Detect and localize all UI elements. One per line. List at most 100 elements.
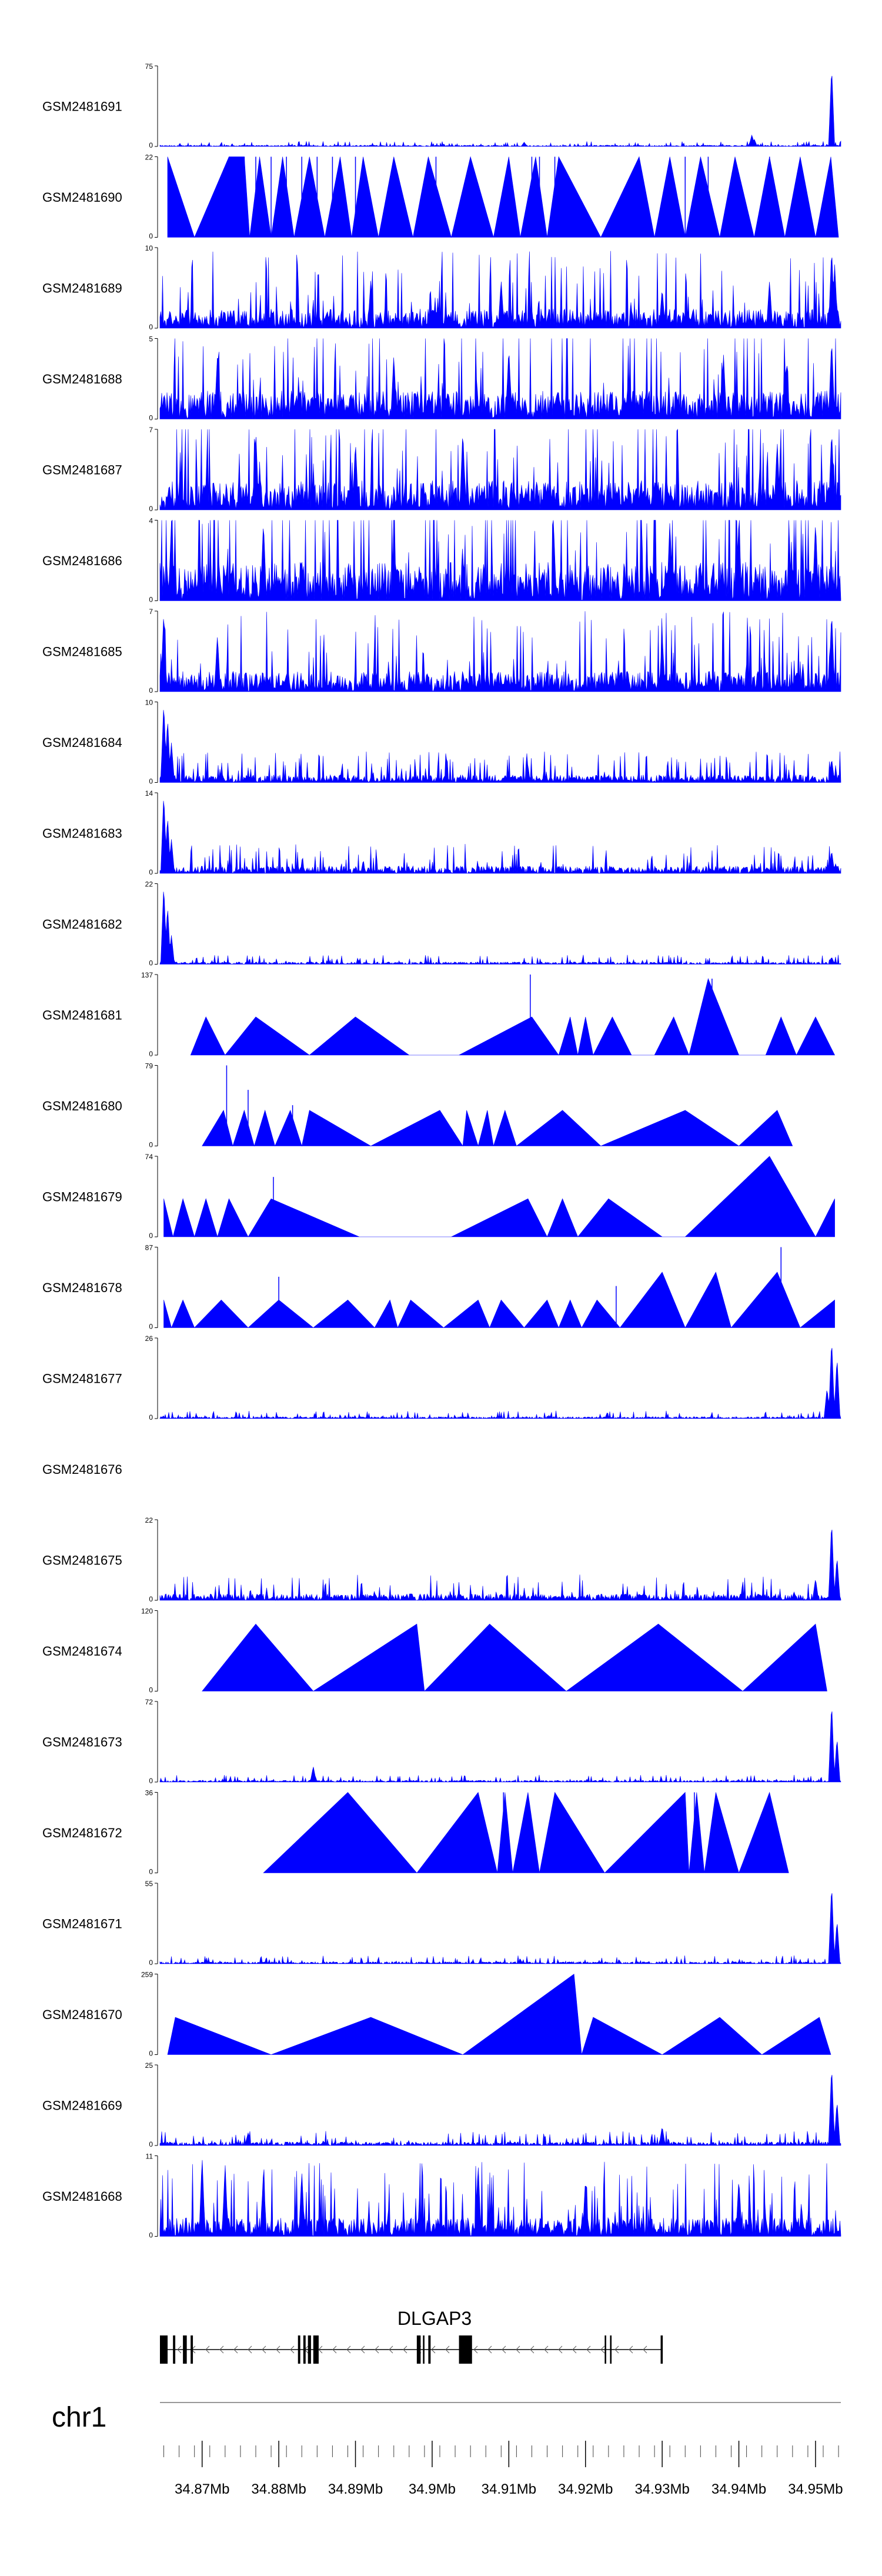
- axis-tick-label: 34.91Mb: [482, 2481, 536, 2497]
- strand-arrow: [445, 2345, 450, 2354]
- y-tick-label-max: 10: [145, 244, 153, 252]
- y-tick-label-max: 55: [145, 1880, 153, 1888]
- strand-arrow: [205, 2345, 210, 2354]
- strand-arrow: [600, 2345, 605, 2354]
- track-label: GSM2481668: [42, 2189, 122, 2204]
- axis-tick-label: 34.87Mb: [175, 2481, 229, 2497]
- y-tick-label-max: 22: [145, 880, 153, 889]
- strand-arrow: [375, 2345, 379, 2354]
- strand-arrow: [530, 2345, 534, 2354]
- strand-arrow: [276, 2345, 280, 2354]
- track-label: GSM2481677: [42, 1372, 122, 1386]
- strand-arrow: [346, 2345, 351, 2354]
- gene-exon: [183, 2335, 187, 2364]
- y-tick-label-min: 0: [149, 1777, 153, 1785]
- axis-tick-label: 34.94Mb: [711, 2481, 766, 2497]
- signal-area: [159, 1711, 841, 1783]
- y-tick-label-min: 0: [149, 1232, 153, 1240]
- track-GSM2481673: GSM2481673 72 0: [42, 1698, 841, 1785]
- gene-exon: [428, 2335, 431, 2364]
- strand-arrow: [643, 2345, 647, 2354]
- gene-exon: [191, 2335, 193, 2364]
- track-label: GSM2481688: [42, 372, 122, 386]
- strand-arrow: [629, 2345, 633, 2354]
- y-tick-label-min: 0: [149, 1323, 153, 1331]
- track-GSM2481672: GSM2481672 36 0: [42, 1789, 789, 1876]
- gene-exon: [459, 2335, 472, 2364]
- y-tick-label-max: 87: [145, 1244, 153, 1252]
- y-tick-label-min: 0: [149, 1595, 153, 1603]
- gene-exon: [660, 2335, 663, 2364]
- track-label: GSM2481685: [42, 645, 122, 659]
- strand-arrow: [360, 2345, 365, 2354]
- strand-arrow: [403, 2345, 407, 2354]
- signal-area: [159, 251, 841, 329]
- y-tick-label-min: 0: [149, 778, 153, 786]
- track-GSM2481671: GSM2481671 55 0: [42, 1880, 841, 1967]
- y-tick-label-max: 137: [141, 971, 153, 979]
- track-GSM2481686: GSM2481686 4 0: [42, 517, 841, 604]
- chromosome-label: chr1: [52, 2402, 106, 2433]
- track-label: GSM2481676: [42, 1462, 122, 1477]
- track-GSM2481689: GSM2481689 10 0: [42, 244, 841, 331]
- track-GSM2481688: GSM2481688 5 0: [42, 335, 841, 422]
- y-tick-label-max: 36: [145, 1789, 153, 1797]
- strand-arrow: [290, 2345, 295, 2354]
- y-tick-label-min: 0: [149, 505, 153, 513]
- track-GSM2481682: GSM2481682 22 0: [42, 880, 841, 967]
- y-tick-label-min: 0: [149, 323, 153, 331]
- y-tick-label-max: 4: [149, 517, 153, 525]
- strand-arrow: [502, 2345, 506, 2354]
- strand-arrow: [219, 2345, 224, 2354]
- track-GSM2481678: GSM2481678 87 0: [42, 1244, 835, 1331]
- signal-area: [159, 75, 841, 147]
- y-tick-label-min: 0: [149, 1868, 153, 1876]
- track-label: GSM2481686: [42, 553, 122, 568]
- signal-area: [159, 1529, 841, 1601]
- strand-arrow: [544, 2345, 549, 2354]
- axis-tick-label: 34.93Mb: [634, 2481, 689, 2497]
- y-tick-label-min: 0: [149, 1958, 153, 1967]
- signal-area: [159, 519, 841, 601]
- strand-arrow: [332, 2345, 337, 2354]
- track-GSM2481676: GSM2481676: [42, 1462, 122, 1477]
- axis-tick-label: 34.89Mb: [328, 2481, 383, 2497]
- gene-exon: [313, 2335, 319, 2364]
- data-tracks: GSM2481691750GSM2481690220GSM2481689100G…: [42, 62, 841, 2240]
- track-GSM2481684: GSM2481684 10 0: [42, 699, 841, 786]
- track-GSM2481681: GSM2481681 137 0: [42, 971, 836, 1058]
- y-tick-label-min: 0: [149, 1141, 153, 1149]
- y-tick-label-max: 120: [141, 1607, 153, 1616]
- strand-arrow: [487, 2345, 492, 2354]
- track-label: GSM2481675: [42, 1553, 122, 1568]
- strand-arrow: [614, 2345, 619, 2354]
- track-label: GSM2481690: [42, 190, 122, 205]
- track-GSM2481675: GSM2481675 22 0: [42, 1516, 841, 1603]
- strand-arrow: [516, 2345, 520, 2354]
- gene-exon: [416, 2335, 421, 2364]
- track-GSM2481691: GSM2481691 75 0: [42, 62, 841, 149]
- axis-tick-label: 34.88Mb: [251, 2481, 306, 2497]
- y-tick-label-min: 0: [149, 2231, 153, 2240]
- signal-area: [159, 611, 841, 692]
- track-label: GSM2481671: [42, 1917, 122, 1931]
- signal-area: [167, 1973, 831, 2055]
- y-tick-label-max: 75: [145, 62, 153, 71]
- genome-axis: chr1 34.87Mb 34.88Mb 34.89Mb 34.9Mb 34.91Mb 34…: [52, 2402, 843, 2497]
- y-tick-label-max: 22: [145, 154, 153, 162]
- signal-area: [202, 1109, 793, 1147]
- track-label: GSM2481687: [42, 463, 122, 478]
- track-label: GSM2481683: [42, 826, 122, 841]
- y-tick-label-min: 0: [149, 414, 153, 422]
- y-tick-label-min: 0: [149, 686, 153, 695]
- axis-tick-label: 34.92Mb: [558, 2481, 613, 2497]
- y-tick-label-min: 0: [149, 2050, 153, 2058]
- track-GSM2481679: GSM2481679 74 0: [42, 1153, 835, 1240]
- y-tick-label-min: 0: [149, 232, 153, 241]
- track-GSM2481690: GSM2481690 22 0: [42, 154, 839, 241]
- y-tick-label-max: 11: [146, 2153, 153, 2161]
- track-GSM2481680: GSM2481680 79 0: [42, 1062, 793, 1149]
- y-tick-label-max: 10: [145, 699, 153, 707]
- y-tick-label-min: 0: [149, 959, 153, 967]
- y-tick-label-min: 0: [149, 141, 153, 149]
